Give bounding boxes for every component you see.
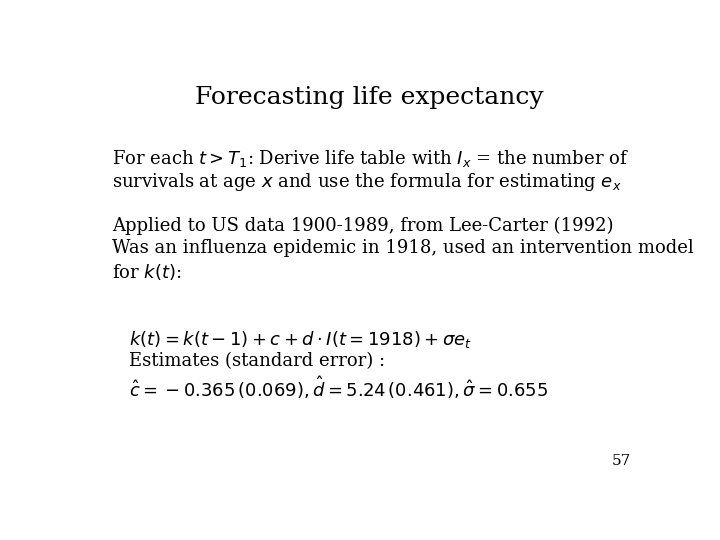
Text: for $k(t)$:: for $k(t)$: [112, 262, 182, 282]
Text: Applied to US data 1900-1989, from Lee-Carter (1992): Applied to US data 1900-1989, from Lee-C… [112, 217, 614, 235]
Text: Estimates (standard error) :: Estimates (standard error) : [129, 352, 385, 370]
Text: 57: 57 [612, 454, 631, 468]
Text: $k(t) = k(t-1) + c + d \cdot I(t = 1918) + \sigma e_t$: $k(t) = k(t-1) + c + d \cdot I(t = 1918)… [129, 329, 472, 350]
Text: Forecasting life expectancy: Forecasting life expectancy [194, 85, 544, 109]
Text: For each $t > T_1$: Derive life table with $I_x$ = the number of: For each $t > T_1$: Derive life table wi… [112, 148, 629, 169]
Text: $\hat{c} = -0.365\,(0.069), \hat{d} = 5.24\,(0.461), \hat{\sigma} = 0.655$: $\hat{c} = -0.365\,(0.069), \hat{d} = 5.… [129, 375, 548, 401]
Text: survivals at age $x$ and use the formula for estimating $e_x$: survivals at age $x$ and use the formula… [112, 171, 622, 193]
Text: Was an influenza epidemic in 1918, used an intervention model: Was an influenza epidemic in 1918, used … [112, 239, 694, 258]
